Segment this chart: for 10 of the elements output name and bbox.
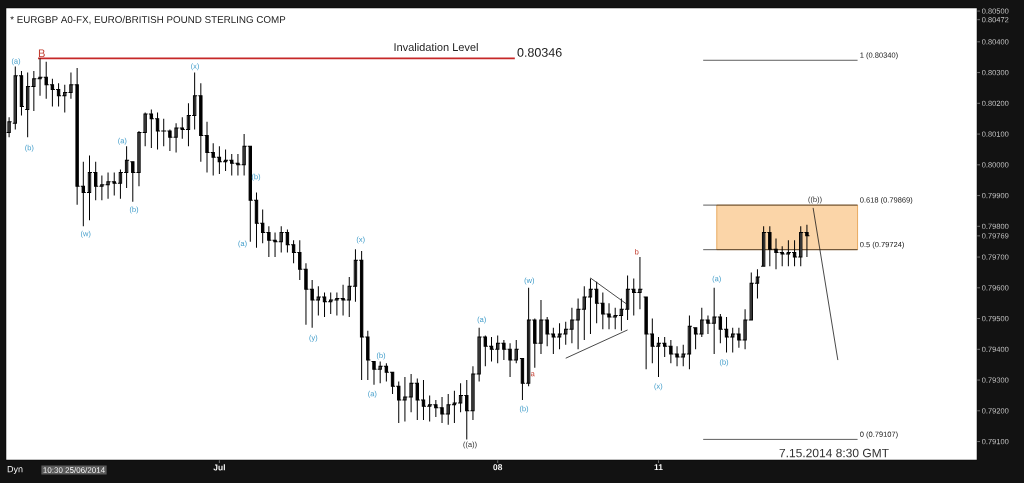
text: 10:30 25/06/2014 [43,467,105,473]
annotation: Invalidation Level [394,42,478,52]
ref-line-label: 0.80346 [517,48,562,57]
text: * EURGBP A0-FX, EURO/BRITISH POUND STERLING COMP [10,15,286,25]
annotation: B [38,49,45,58]
x-tick-label: Jul [213,464,225,471]
x-tick-label: 11 [654,464,663,471]
annotation: 7.15.2014 8:30 GMT [779,448,889,458]
x-tick-label: 08 [493,464,503,471]
text: Dyn [7,465,23,475]
